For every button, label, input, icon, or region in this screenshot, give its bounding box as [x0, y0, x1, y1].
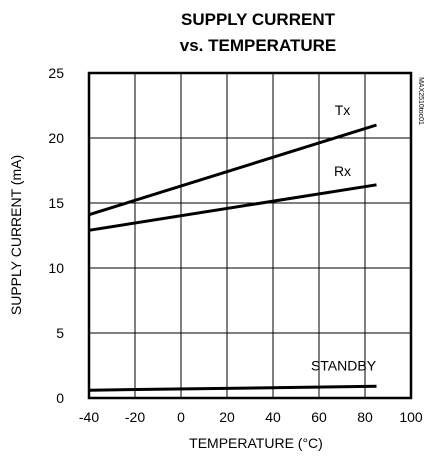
y-tick-labels: 0 5 10 15 20 25: [48, 65, 64, 406]
series-lines: [88, 123, 377, 392]
series-label-tx: Tx: [335, 102, 351, 118]
x-tick-label: -20: [125, 409, 145, 425]
chart-title-line-2: vs. TEMPERATURE: [180, 36, 337, 55]
x-tick-label: 40: [265, 409, 281, 425]
x-tick-labels: -40 -20 0 20 40 60 80 100: [79, 409, 423, 425]
grid: [89, 73, 411, 398]
figure-id-watermark: MAX2510toc01: [417, 77, 424, 125]
series-label-standby: STANDBY: [311, 357, 377, 373]
y-tick-label: 20: [48, 130, 64, 146]
x-tick-label: 60: [311, 409, 327, 425]
y-tick-label: 15: [48, 195, 64, 211]
x-tick-label: -40: [79, 409, 99, 425]
x-tick-label: 20: [219, 409, 235, 425]
y-tick-label: 10: [48, 260, 64, 276]
y-tick-label: 5: [56, 325, 64, 341]
series-line-standby: [88, 384, 377, 392]
series-labels: Tx Rx STANDBY: [311, 102, 377, 373]
series-line-tx: [88, 123, 377, 217]
plot-frame: [87, 71, 413, 400]
series-line-rx: [88, 183, 377, 232]
y-tick-label: 25: [48, 65, 64, 81]
x-axis-label: TEMPERATURE (°C): [189, 435, 323, 451]
y-axis-label: SUPPLY CURRENT (mA): [8, 155, 24, 315]
x-tick-label: 100: [399, 409, 423, 425]
x-tick-label: 80: [357, 409, 373, 425]
y-tick-label: 0: [56, 390, 64, 406]
x-tick-label: 0: [177, 409, 185, 425]
chart-title: SUPPLY CURRENT vs. TEMPERATURE: [180, 10, 337, 55]
chart-title-line-1: SUPPLY CURRENT: [181, 10, 336, 29]
series-label-rx: Rx: [334, 163, 351, 179]
